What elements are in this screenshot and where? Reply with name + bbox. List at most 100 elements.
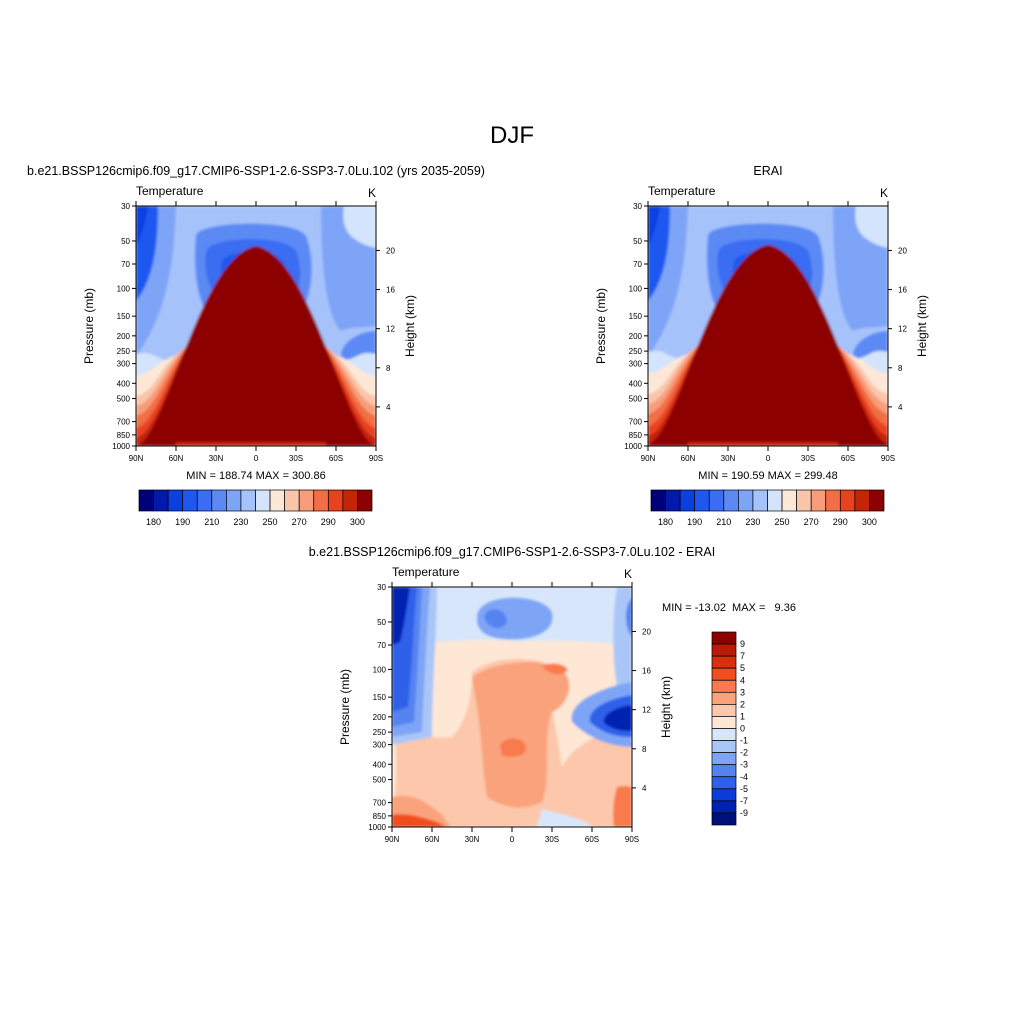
x-tick-label: 30N: [721, 454, 736, 463]
colorbar-label: -4: [740, 772, 748, 782]
x-tick-label: 0: [510, 835, 515, 844]
panel-title: b.e21.BSSP126cmip6.f09_g17.CMIP6-SSP1-2.…: [27, 164, 485, 178]
colorbar-swatch: [752, 489, 768, 512]
colorbar-swatch: [153, 489, 169, 512]
panel-title: ERAI: [753, 164, 782, 178]
y-tick-label: 250: [373, 728, 387, 737]
colorbar-label: -5: [740, 784, 748, 794]
y-tick-label: 200: [373, 713, 387, 722]
y-axis-label: Pressure (mb): [594, 288, 608, 364]
units-label: K: [368, 186, 376, 200]
contour-band: [500, 738, 527, 757]
colorbar-swatch: [138, 489, 154, 512]
units-label: K: [880, 186, 888, 200]
y-tick-label: 700: [629, 418, 643, 427]
colorbar-swatch: [810, 489, 827, 512]
colorbar-label: 4: [740, 675, 745, 685]
x-tick-label: 90S: [625, 835, 639, 844]
y2-tick-label: 8: [898, 364, 903, 373]
y2-tick-label: 16: [898, 286, 907, 295]
y2-tick-label: 8: [386, 364, 391, 373]
y2-axis-label: Height (km): [403, 295, 417, 357]
colorbar-swatch: [313, 489, 329, 512]
y-tick-label: 1000: [112, 442, 130, 451]
x-tick-label: 90S: [881, 454, 895, 463]
x-tick-label: 30S: [289, 454, 303, 463]
colorbar-label: 5: [740, 663, 745, 673]
colorbar-swatch: [708, 489, 725, 512]
x-tick-label: 90N: [129, 454, 144, 463]
colorbar-label: 250: [775, 517, 790, 527]
colorbar-swatch: [298, 489, 315, 512]
y-tick-label: 70: [633, 260, 642, 269]
y-tick-label: 50: [377, 618, 386, 627]
colorbar-label: 290: [833, 517, 848, 527]
colorbar-label: 210: [204, 517, 219, 527]
x-tick-label: 90S: [369, 454, 383, 463]
colorbar-swatch: [825, 489, 841, 512]
colorbar-swatch: [711, 716, 737, 729]
y2-tick-label: 12: [642, 706, 651, 715]
variable-label: Temperature: [648, 184, 716, 198]
stats-label: MIN = -13.02 MAX = 9.36: [662, 602, 796, 614]
colorbar-swatch: [738, 489, 754, 512]
colorbar-label: 9: [740, 639, 745, 649]
colorbar-label: -7: [740, 796, 748, 806]
colorbar-swatch: [711, 655, 737, 669]
y-tick-label: 850: [117, 431, 131, 440]
y-tick-label: 150: [117, 312, 131, 321]
contour-band: [648, 206, 660, 246]
colorbar-swatch: [854, 489, 870, 512]
x-tick-label: 30S: [545, 835, 559, 844]
colorbar-swatch: [767, 489, 783, 512]
y-tick-label: 100: [629, 284, 643, 293]
colorbar-swatch: [711, 812, 737, 826]
colorbar-label: -1: [740, 736, 748, 746]
y-tick-label: 30: [121, 202, 130, 211]
y-tick-label: 150: [629, 312, 643, 321]
colorbar-swatch: [211, 489, 227, 512]
colorbar-label: -3: [740, 760, 748, 770]
colorbar-swatch: [711, 788, 737, 802]
y-tick-label: 250: [629, 347, 643, 356]
y-tick-label: 70: [377, 641, 386, 650]
x-tick-label: 60S: [841, 454, 855, 463]
x-tick-label: 60N: [425, 835, 440, 844]
x-tick-label: 60N: [169, 454, 184, 463]
colorbar-swatch: [723, 489, 739, 512]
y-tick-label: 50: [633, 237, 642, 246]
contour-band: [613, 786, 632, 827]
colorbar: 180 190 210 230 250 270 290 300: [650, 489, 885, 527]
y-tick-label: 400: [629, 379, 643, 388]
y-tick-label: 850: [629, 431, 643, 440]
x-tick-label: 30N: [209, 454, 224, 463]
colorbar-swatch: [711, 667, 737, 681]
colorbar-swatch: [711, 776, 737, 790]
y-tick-label: 500: [629, 395, 643, 404]
colorbar-label: -9: [740, 808, 748, 818]
y2-tick-label: 12: [386, 325, 395, 334]
x-tick-label: 90N: [641, 454, 656, 463]
colorbar-swatch: [796, 489, 812, 512]
y2-tick-label: 8: [642, 745, 647, 754]
colorbar-swatch: [694, 489, 710, 512]
colorbar-swatch: [269, 489, 285, 512]
colorbar-swatch: [327, 489, 344, 512]
x-tick-label: 0: [254, 454, 259, 463]
y2-tick-label: 4: [642, 784, 647, 793]
panel-model: b.e21.BSSP126cmip6.f09_g17.CMIP6-SSP1-2.…: [27, 164, 485, 527]
y-tick-label: 700: [373, 799, 387, 808]
variable-label: Temperature: [136, 184, 204, 198]
y-tick-label: 30: [377, 583, 386, 592]
colorbar-label: -2: [740, 748, 748, 758]
y-axis-label: Pressure (mb): [338, 669, 352, 745]
y-tick-label: 1000: [368, 823, 386, 832]
y-tick-label: 200: [117, 332, 131, 341]
colorbar: 180 190 210 230 250 270 290 300: [138, 489, 373, 527]
variable-label: Temperature: [392, 565, 460, 579]
colorbar-swatch: [781, 489, 797, 512]
y2-tick-label: 20: [386, 246, 395, 255]
colorbar-label: 230: [745, 517, 760, 527]
y-tick-label: 700: [117, 418, 131, 427]
y-axis-label: Pressure (mb): [82, 288, 96, 364]
